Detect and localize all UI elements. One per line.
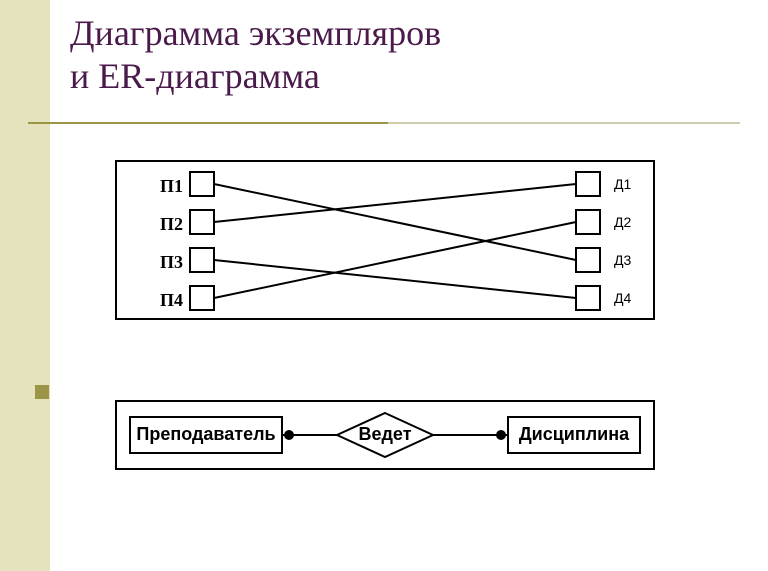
- instance-node-box: [576, 286, 600, 310]
- slide: Диаграмма экземпляров и ER-диаграмма П1П…: [0, 0, 768, 571]
- instance-node-label: П4: [160, 290, 183, 311]
- instance-node-label: П2: [160, 214, 183, 235]
- instance-node-box: [190, 210, 214, 234]
- diagram-svg: [0, 0, 768, 571]
- instance-node-label: П3: [160, 252, 183, 273]
- instance-node-box: [190, 248, 214, 272]
- instance-node-label: Д3: [614, 252, 631, 268]
- instance-node-label: П1: [160, 176, 183, 197]
- instance-edge: [214, 184, 576, 222]
- instance-node-label: Д1: [614, 176, 631, 192]
- instance-node-box: [190, 286, 214, 310]
- er-cardinality-dot: [284, 430, 294, 440]
- instance-node-label: Д4: [614, 290, 631, 306]
- er-relationship-label: Ведет: [337, 424, 433, 445]
- er-entity-left-label: Преподаватель: [130, 424, 282, 445]
- instance-node-box: [190, 172, 214, 196]
- instance-node-label: Д2: [614, 214, 631, 230]
- er-entity-right-label: Дисциплина: [508, 424, 640, 445]
- instance-edge: [214, 260, 576, 298]
- er-cardinality-dot: [496, 430, 506, 440]
- instance-edge: [214, 222, 576, 298]
- instance-node-box: [576, 248, 600, 272]
- instance-node-box: [576, 172, 600, 196]
- instance-node-box: [576, 210, 600, 234]
- instance-edges: [214, 184, 576, 298]
- instance-edge: [214, 184, 576, 260]
